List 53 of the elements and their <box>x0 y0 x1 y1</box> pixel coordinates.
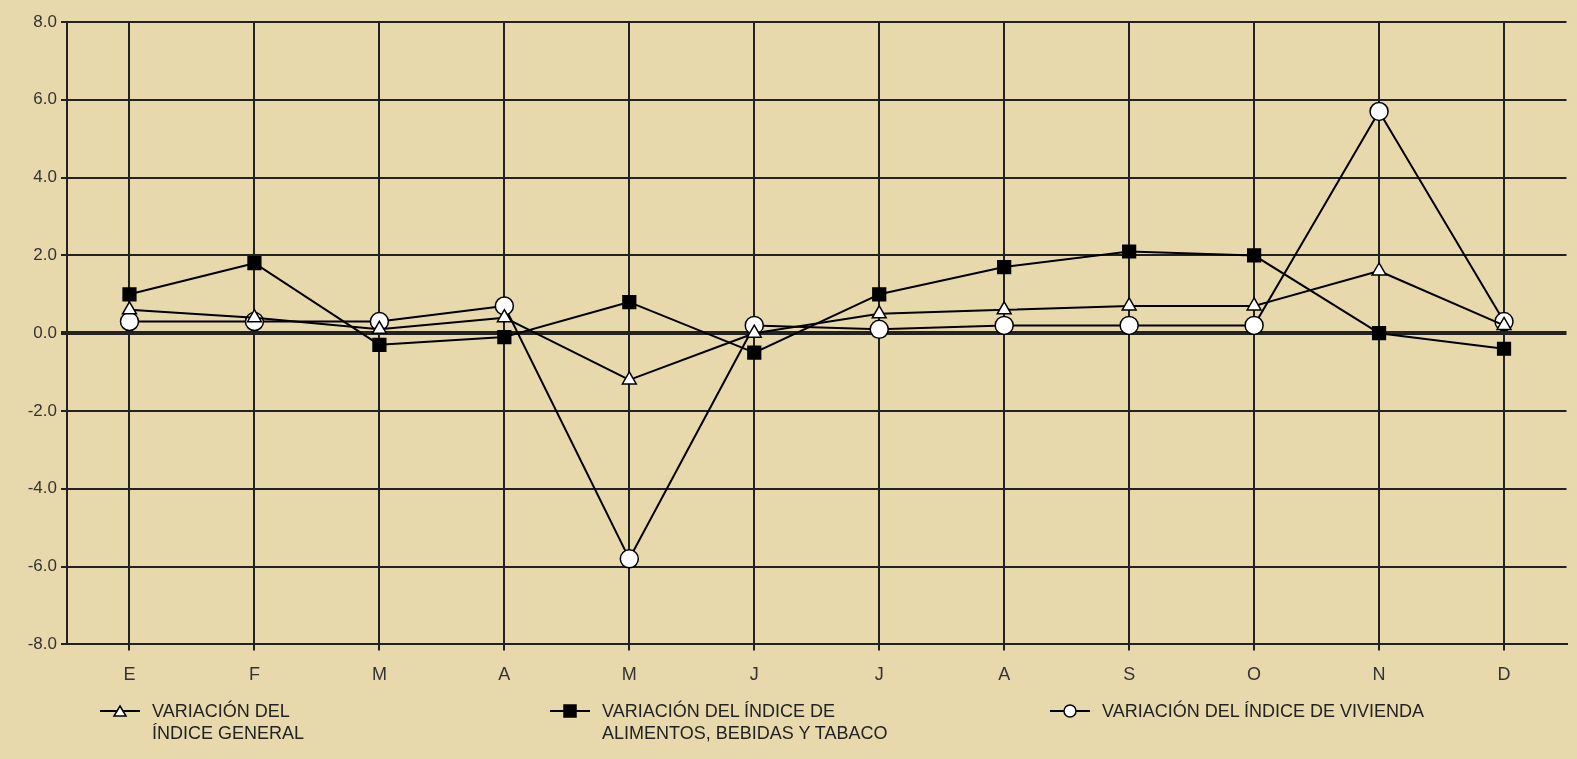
point <box>1371 262 1387 276</box>
point <box>1246 248 1262 263</box>
x-tick-label: E <box>123 664 136 685</box>
point <box>746 324 762 338</box>
x-tick-label: D <box>1497 664 1511 685</box>
point <box>496 308 513 323</box>
x-tick-label: M <box>621 664 637 685</box>
legend-label: VARIACIÓN DEL ÍNDICE DE VIVIENDA <box>1102 700 1426 722</box>
x-tick-label: F <box>248 664 260 685</box>
y-tick-label: -6.0 <box>27 556 57 576</box>
x-tick-label: J <box>874 664 884 685</box>
point <box>371 320 388 335</box>
point <box>996 301 1012 315</box>
y-tick-label: 2.0 <box>33 245 57 265</box>
x-tick-label: S <box>1123 664 1136 685</box>
x-tick-label: A <box>998 664 1011 685</box>
y-tick-label: -4.0 <box>27 478 57 498</box>
y-tick-label: -2.0 <box>27 400 57 420</box>
point <box>1246 297 1262 311</box>
point <box>997 259 1012 275</box>
point <box>869 319 889 340</box>
point <box>121 301 138 315</box>
y-tick-label: -8.0 <box>27 634 57 654</box>
y-tick-label: 8.0 <box>33 11 57 31</box>
point <box>871 305 887 319</box>
legend-label: VARIACIÓN DEL ÍNDICE DE ALIMENTOS, BEBIDAS Y TABACO <box>602 700 889 744</box>
point <box>246 308 263 323</box>
legend-label: VARIACIÓN DEL ÍNDICE GENERAL <box>152 700 306 744</box>
point <box>1371 326 1387 341</box>
point <box>621 371 637 385</box>
point <box>872 287 887 302</box>
point <box>747 345 762 360</box>
point <box>372 337 387 352</box>
x-tick-label: N <box>1372 664 1386 685</box>
point <box>122 287 137 302</box>
point <box>247 256 262 271</box>
point <box>1244 315 1264 336</box>
point <box>1122 244 1137 259</box>
point <box>497 329 512 345</box>
x-tick-label: J <box>749 664 759 685</box>
point <box>619 549 640 569</box>
point <box>622 294 637 310</box>
y-tick-label: 6.0 <box>33 89 57 109</box>
point <box>1369 101 1389 122</box>
point <box>1119 315 1139 336</box>
x-tick-label: M <box>371 664 387 685</box>
point <box>1121 297 1137 311</box>
point <box>994 315 1014 336</box>
y-tick-label: 4.0 <box>33 167 57 187</box>
x-tick-label: A <box>498 664 511 685</box>
y-tick-label: 0.0 <box>33 322 57 342</box>
point <box>1496 341 1512 356</box>
x-tick-label: O <box>1247 664 1262 685</box>
